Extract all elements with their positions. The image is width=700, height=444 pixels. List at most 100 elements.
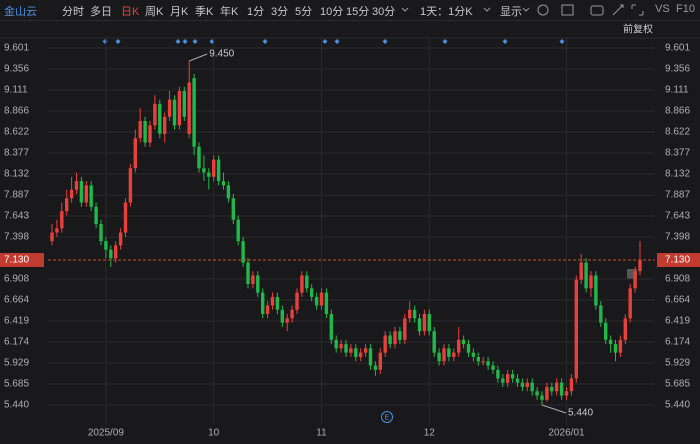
candle-body: [594, 275, 598, 306]
candle-body: [241, 241, 245, 263]
adjust-label[interactable]: 前复权: [623, 23, 653, 36]
period-select[interactable]: 1天：1分K: [420, 6, 473, 18]
y-tick-label: 6.908: [665, 274, 690, 285]
y-tick-label: 8.866: [665, 106, 690, 117]
candle-body: [457, 339, 461, 353]
candle-body: [447, 348, 451, 357]
tab[interactable]: 1分: [247, 6, 265, 18]
y-tick-label: 8.622: [4, 127, 29, 138]
last-price-label: 7.130: [665, 255, 690, 266]
candle-body: [158, 103, 162, 134]
candle-body: [491, 365, 495, 370]
tab[interactable]: 30分: [372, 6, 396, 18]
y-tick-label: 5.685: [4, 379, 29, 390]
candle-body: [265, 305, 270, 315]
tab[interactable]: 年K: [220, 6, 239, 18]
candle-body: [545, 386, 549, 400]
candle-body: [300, 275, 304, 293]
tab[interactable]: 月K: [170, 6, 189, 18]
y-tick-label: 9.111: [4, 85, 28, 96]
candle-body: [256, 275, 260, 293]
candle-body: [412, 309, 417, 319]
min-pointer: [541, 404, 567, 414]
candle-body: [55, 228, 59, 233]
candle-body: [515, 378, 520, 383]
candle-body: [231, 198, 235, 220]
candle-body: [569, 378, 574, 392]
candle-body: [559, 382, 564, 396]
candle-body: [143, 121, 147, 143]
candle-body: [275, 296, 280, 310]
candle-body: [69, 189, 74, 199]
tab[interactable]: 周K: [145, 6, 164, 18]
candle-body: [339, 344, 343, 349]
y-tick-label: 5.929: [665, 358, 690, 369]
candle-body: [153, 103, 157, 126]
y-tick-label: 9.111: [665, 85, 689, 96]
candle-body: [608, 339, 613, 345]
y-tick-label: 6.664: [4, 295, 29, 306]
candle-body: [471, 352, 476, 357]
candle-body: [192, 78, 196, 147]
candle-body: [261, 292, 265, 315]
tab[interactable]: 5分: [295, 6, 313, 18]
candle-body: [408, 309, 412, 319]
candle-body: [579, 262, 583, 280]
candle-body: [417, 318, 422, 332]
f10-button[interactable]: F10: [676, 3, 695, 15]
stock-name[interactable]: 金山云: [4, 6, 37, 18]
display-menu[interactable]: 显示: [500, 6, 522, 18]
tab[interactable]: 分时: [62, 6, 84, 18]
y-tick-label: 6.908: [4, 274, 29, 285]
tab[interactable]: 10分: [320, 6, 344, 18]
tab[interactable]: 多日: [90, 6, 112, 18]
y-tick-label: 5.929: [4, 358, 29, 369]
y-tick-label: 5.440: [665, 400, 690, 411]
candle-body: [84, 185, 88, 203]
candle-body: [476, 356, 480, 362]
candle-body: [535, 391, 539, 396]
x-tick-label: 2025/09: [88, 428, 125, 439]
candle-body: [466, 344, 471, 353]
vs-button[interactable]: VS: [655, 3, 670, 15]
candle-body: [638, 260, 642, 272]
candle-body: [128, 168, 133, 203]
toolbar-icons[interactable]: [401, 4, 644, 16]
candle-body: [604, 322, 608, 340]
tab[interactable]: 日K: [121, 6, 140, 18]
y-tick-label: 8.132: [4, 169, 29, 180]
candle-body: [305, 275, 309, 289]
y-tick-label: 8.377: [4, 148, 29, 159]
candle-body: [368, 348, 373, 366]
event-circle: [381, 411, 393, 423]
candle-body: [314, 296, 319, 306]
tab[interactable]: 3分: [271, 6, 289, 18]
candle-body: [329, 314, 333, 340]
candle-body: [290, 309, 294, 319]
candle-body: [501, 378, 505, 383]
tab[interactable]: 季K: [195, 6, 214, 18]
y-tick-label: 7.643: [4, 211, 29, 222]
candle-body: [363, 348, 368, 353]
candle-body: [373, 365, 378, 370]
candle-body: [197, 146, 201, 169]
candle-body: [486, 361, 490, 366]
y-tick-label: 9.356: [4, 64, 29, 75]
candle-body: [138, 121, 142, 139]
candle-body: [344, 344, 348, 353]
x-tick-label: 2026/01: [548, 428, 585, 439]
candle-body: [540, 395, 544, 400]
candle-body: [383, 335, 387, 353]
candle-body: [79, 181, 84, 203]
candle-body: [334, 339, 338, 349]
candle-body: [510, 374, 515, 379]
candle-body: [118, 232, 123, 246]
last-price-box: [0, 253, 44, 268]
candle-body: [187, 82, 191, 134]
candle-body: [623, 318, 627, 340]
candle-body: [589, 275, 593, 289]
candle-body: [398, 331, 402, 340]
y-tick-label: 9.356: [665, 64, 690, 75]
tab[interactable]: 15分: [346, 6, 370, 18]
